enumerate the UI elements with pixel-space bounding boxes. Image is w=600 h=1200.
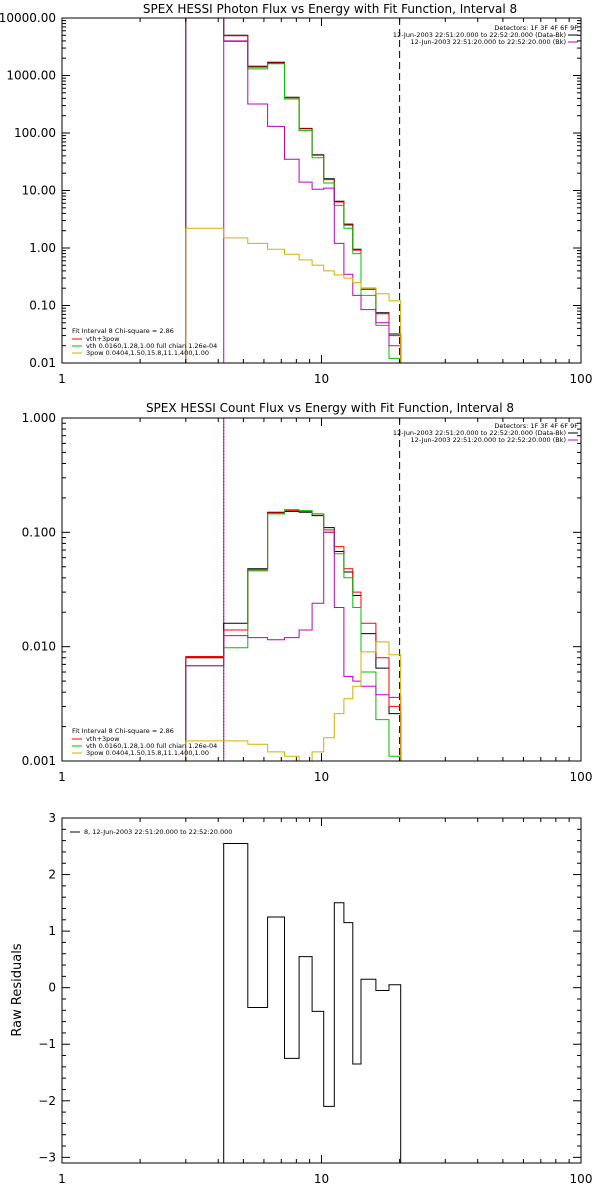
- series-step-1: [185, 17, 402, 363]
- x-tick-label: 100: [570, 372, 593, 386]
- series-step-0: [223, 843, 402, 1163]
- photon-flux-legend-item: 3pow 0.0404,1.50,15.8,11.1,400,1.00: [86, 349, 209, 357]
- photon-flux-legend-header: Fit Interval 8 Chi-square = 2.86: [72, 327, 174, 335]
- y-tick-label: 2: [48, 868, 56, 882]
- y-tick-label: 1.000: [22, 411, 56, 425]
- photon-flux-panel: SPEX HESSI Photon Flux vs Energy with Fi…: [0, 2, 592, 386]
- photon-flux-series: [185, 17, 402, 363]
- series-step-2: [185, 17, 402, 363]
- info-bk: 12-Jun-2003 22:51:20.000 to 22:52:20.000…: [411, 436, 566, 444]
- photon-flux-frame: [61, 17, 582, 364]
- y-tick-label: −1: [38, 1037, 56, 1051]
- residuals-ylabel: Raw Residuals: [10, 943, 25, 1036]
- x-tick-label: 1: [58, 770, 66, 784]
- y-tick-label: −2: [38, 1094, 56, 1108]
- series-step-3: [185, 531, 402, 761]
- info-data-bk: 12-Jun-2003 22:51:20.000 to 22:52:20.000…: [393, 429, 566, 437]
- residuals-legend-item: 8, 12-Jun-2003 22:51:20.000 to 22:52:20.…: [84, 828, 232, 836]
- residuals-frame: [61, 817, 582, 1164]
- photon-flux-legend-item: vth 0.0160,1.28,1.00 full chian 1.26e-04: [86, 342, 217, 350]
- y-tick-label: 3: [48, 811, 56, 825]
- series-step-2: [185, 509, 402, 761]
- y-tick-label: −3: [38, 1150, 56, 1164]
- series-step-4: [185, 227, 402, 363]
- series-step-4: [185, 641, 402, 762]
- y-tick-label: 0: [48, 981, 56, 995]
- x-tick-label: 1: [58, 372, 66, 386]
- photon-flux-title: SPEX HESSI Photon Flux vs Energy with Fi…: [143, 2, 517, 16]
- count-flux-frame: [61, 417, 582, 762]
- y-tick-label: 0.001: [22, 754, 56, 768]
- y-tick-label: 10.00: [22, 184, 56, 198]
- x-tick-label: 100: [570, 1172, 593, 1186]
- photon-flux-axes: 1 10 100 10000.00 1000.00 100.00 10.00 1.00 0.10…: [0, 11, 592, 386]
- series-step-3: [185, 17, 402, 363]
- count-flux-legend-item: vth+3pow: [86, 735, 120, 743]
- photon-flux-info: Detectors: 1F 3F 4F 6F 9F 12-Jun-2003 22…: [393, 24, 578, 46]
- series-step-1: [185, 510, 402, 761]
- count-flux-title: SPEX HESSI Count Flux vs Energy with Fit…: [146, 401, 514, 415]
- y-tick-label: 1.00: [29, 241, 56, 255]
- photon-flux-legend: Fit Interval 8 Chi-square = 2.86 vth+3po…: [72, 327, 217, 357]
- x-tick-label: 1: [58, 1172, 66, 1186]
- y-tick-label: 1000.00: [6, 69, 56, 83]
- count-flux-info: Detectors: 1F 3F 4F 6F 9F 12-Jun-2003 22…: [393, 422, 578, 444]
- y-tick-label: 100.00: [14, 126, 56, 140]
- info-detectors: Detectors: 1F 3F 4F 6F 9F: [494, 24, 578, 32]
- count-flux-series: [185, 418, 402, 762]
- y-tick-label: 0.100: [22, 525, 56, 539]
- count-flux-legend: Fit Interval 8 Chi-square = 2.86 vth+3po…: [72, 727, 217, 757]
- x-tick-label: 10: [314, 372, 329, 386]
- info-detectors: Detectors: 1F 3F 4F 6F 9F: [494, 422, 578, 430]
- y-tick-label: 0.01: [29, 356, 56, 370]
- y-tick-label: 1: [48, 924, 56, 938]
- series-step-0: [185, 511, 402, 761]
- series-step-0: [185, 17, 402, 363]
- photon-flux-legend-item: vth+3pow: [86, 335, 120, 343]
- x-tick-label: 10: [314, 770, 329, 784]
- count-flux-axes: 1 10 100 1.000 0.100 0.010 0.001: [22, 411, 593, 784]
- residuals-legend: 8, 12-Jun-2003 22:51:20.000 to 22:52:20.…: [70, 828, 232, 836]
- residuals-series: [223, 843, 402, 1163]
- y-tick-label: 0.010: [22, 640, 56, 654]
- y-tick-label: 0.10: [29, 299, 56, 313]
- count-flux-legend-item: 3pow 0.0404,1.50,15.8,11.1,400,1.00: [86, 749, 209, 757]
- x-tick-label: 100: [570, 770, 593, 784]
- info-data-bk: 12-Jun-2003 22:51:20.000 to 22:52:20.000…: [393, 31, 566, 39]
- info-bk: 12-Jun-2003 22:51:20.000 to 22:52:20.000…: [411, 38, 566, 46]
- count-flux-panel: SPEX HESSI Count Flux vs Energy with Fit…: [22, 401, 593, 784]
- x-tick-label: 10: [314, 1172, 329, 1186]
- count-flux-legend-item: vth 0.0160,1.28,1.00 full chian 1.26e-04: [86, 742, 217, 750]
- y-tick-label: 10000.00: [0, 11, 56, 25]
- count-flux-legend-header: Fit Interval 8 Chi-square = 2.86: [72, 727, 174, 735]
